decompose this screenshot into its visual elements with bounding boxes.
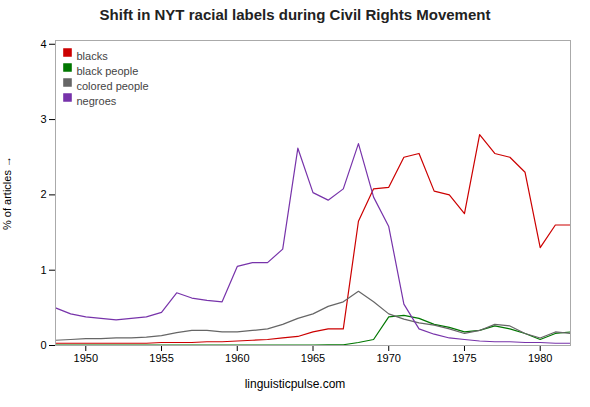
html-text:Shift in NYT racial labels dur: Shift in NYT racial labels during Civil … [99,6,491,23]
svg-text:0: 0 [40,339,46,351]
html-text:linguisticpulse.com: linguisticpulse.com [244,377,346,391]
svg-text:negroes: negroes [77,95,117,107]
svg-text:colored people: colored people [77,80,149,92]
svg-text:1955: 1955 [149,352,173,364]
svg-text:1980: 1980 [528,352,552,364]
svg-text:2: 2 [40,188,46,200]
svg-text:1970: 1970 [376,352,400,364]
svg-text:3: 3 [40,113,46,125]
svg-text:black people: black people [77,65,139,77]
svg-text:1960: 1960 [225,352,249,364]
svg-text:4: 4 [40,38,46,50]
svg-text:1950: 1950 [74,352,98,364]
svg-text:blacks: blacks [77,50,109,62]
svg-text:1965: 1965 [301,352,325,364]
svg-text:1975: 1975 [452,352,476,364]
svg-text:% of articles →: % of articles → [1,156,13,230]
svg-text:1: 1 [40,264,46,276]
